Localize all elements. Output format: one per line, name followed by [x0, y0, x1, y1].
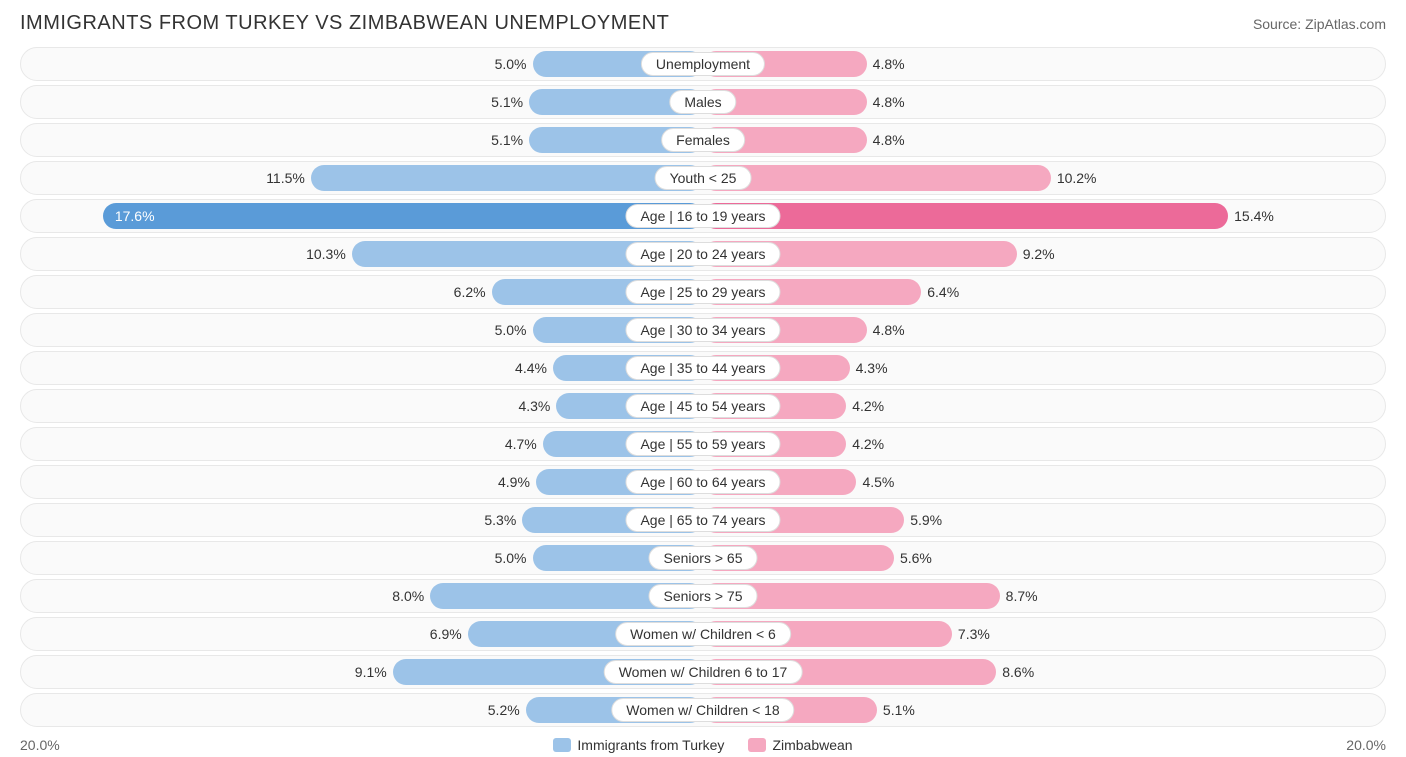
chart-title: IMMIGRANTS FROM TURKEY VS ZIMBABWEAN UNE… [20, 12, 669, 35]
bar-value-right: 4.5% [856, 466, 900, 498]
bar-left [311, 165, 703, 191]
chart-source: Source: ZipAtlas.com [1253, 16, 1386, 32]
legend-label: Zimbabwean [772, 737, 852, 753]
chart-row: 17.6% 15.4% Age | 16 to 19 years [20, 199, 1386, 233]
category-label: Seniors > 65 [649, 546, 758, 570]
chart-area: 5.0% 4.8% Unemployment 5.1% 4.8% Males 5.1% 4.8… [0, 43, 1406, 727]
bar-value-right: 5.9% [904, 504, 948, 536]
bar-value-right: 4.3% [850, 352, 894, 384]
category-label: Women w/ Children < 18 [611, 698, 794, 722]
category-label: Women w/ Children < 6 [615, 622, 791, 646]
bar-value-right: 9.2% [1017, 238, 1061, 270]
legend-item: Zimbabwean [748, 737, 852, 753]
category-label: Women w/ Children 6 to 17 [604, 660, 803, 684]
bar-value-left: 10.3% [300, 238, 352, 270]
category-label: Age | 55 to 59 years [625, 432, 780, 456]
chart-row: 9.1% 8.6% Women w/ Children 6 to 17 [20, 655, 1386, 689]
bar-value-left: 5.1% [485, 86, 529, 118]
bar-value-left: 5.0% [489, 48, 533, 80]
bar-value-left: 5.0% [489, 542, 533, 574]
bar-right [703, 203, 1228, 229]
chart-row: 4.7% 4.2% Age | 55 to 59 years [20, 427, 1386, 461]
category-label: Seniors > 75 [649, 584, 758, 608]
bar-value-right: 4.2% [846, 390, 890, 422]
chart-row: 6.2% 6.4% Age | 25 to 29 years [20, 275, 1386, 309]
chart-row: 5.0% 5.6% Seniors > 65 [20, 541, 1386, 575]
bar-value-left: 4.9% [492, 466, 536, 498]
chart-row: 5.1% 4.8% Females [20, 123, 1386, 157]
bar-value-right: 4.8% [867, 86, 911, 118]
category-label: Age | 60 to 64 years [625, 470, 780, 494]
legend-label: Immigrants from Turkey [577, 737, 724, 753]
chart-header: IMMIGRANTS FROM TURKEY VS ZIMBABWEAN UNE… [0, 0, 1406, 43]
bar-value-right: 8.7% [1000, 580, 1044, 612]
chart-row: 11.5% 10.2% Youth < 25 [20, 161, 1386, 195]
chart-row: 5.1% 4.8% Males [20, 85, 1386, 119]
bar-value-left: 8.0% [386, 580, 430, 612]
chart-row: 5.0% 4.8% Unemployment [20, 47, 1386, 81]
bar-value-right: 4.8% [867, 124, 911, 156]
category-label: Age | 16 to 19 years [625, 204, 780, 228]
bar-value-left: 5.0% [489, 314, 533, 346]
bar-value-left: 5.1% [485, 124, 529, 156]
chart-row: 4.3% 4.2% Age | 45 to 54 years [20, 389, 1386, 423]
category-label: Age | 30 to 34 years [625, 318, 780, 342]
category-label: Females [661, 128, 745, 152]
bar-value-left: 11.5% [260, 162, 311, 194]
bar-value-right: 4.2% [846, 428, 890, 460]
bar-value-left: 4.7% [499, 428, 543, 460]
chart-legend: Immigrants from Turkey Zimbabwean [553, 737, 852, 753]
bar-value-left: 5.3% [478, 504, 522, 536]
category-label: Age | 25 to 29 years [625, 280, 780, 304]
bar-value-left: 9.1% [349, 656, 393, 688]
chart-row: 4.4% 4.3% Age | 35 to 44 years [20, 351, 1386, 385]
category-label: Age | 20 to 24 years [625, 242, 780, 266]
chart-row: 4.9% 4.5% Age | 60 to 64 years [20, 465, 1386, 499]
bar-value-left: 5.2% [482, 694, 526, 726]
category-label: Age | 45 to 54 years [625, 394, 780, 418]
bar-value-left: 6.9% [424, 618, 468, 650]
legend-swatch [748, 738, 766, 752]
legend-swatch [553, 738, 571, 752]
bar-value-right: 7.3% [952, 618, 996, 650]
chart-row: 10.3% 9.2% Age | 20 to 24 years [20, 237, 1386, 271]
bar-value-left: 4.3% [512, 390, 556, 422]
bar-value-right: 4.8% [867, 48, 911, 80]
chart-row: 5.0% 4.8% Age | 30 to 34 years [20, 313, 1386, 347]
bar-value-right: 4.8% [867, 314, 911, 346]
bar-value-left: 6.2% [448, 276, 492, 308]
category-label: Unemployment [641, 52, 765, 76]
chart-row: 8.0% 8.7% Seniors > 75 [20, 579, 1386, 613]
chart-footer: 20.0% Immigrants from Turkey Zimbabwean 2… [0, 731, 1406, 753]
legend-item: Immigrants from Turkey [553, 737, 724, 753]
bar-value-right: 5.6% [894, 542, 938, 574]
bar-right [703, 165, 1051, 191]
chart-row: 5.2% 5.1% Women w/ Children < 18 [20, 693, 1386, 727]
chart-row: 5.3% 5.9% Age | 65 to 74 years [20, 503, 1386, 537]
category-label: Youth < 25 [655, 166, 752, 190]
category-label: Age | 65 to 74 years [625, 508, 780, 532]
chart-row: 6.9% 7.3% Women w/ Children < 6 [20, 617, 1386, 651]
axis-label-right: 20.0% [1346, 737, 1386, 753]
category-label: Age | 35 to 44 years [625, 356, 780, 380]
category-label: Males [669, 90, 736, 114]
bar-value-right: 15.4% [1228, 200, 1280, 232]
bar-value-right: 6.4% [921, 276, 965, 308]
bar-left: 17.6% [103, 203, 703, 229]
bar-value-right: 10.2% [1051, 162, 1103, 194]
bar-value-left: 4.4% [509, 352, 553, 384]
bar-value-right: 5.1% [877, 694, 921, 726]
bar-value-left: 17.6% [109, 203, 161, 229]
bar-value-right: 8.6% [996, 656, 1040, 688]
axis-label-left: 20.0% [20, 737, 60, 753]
